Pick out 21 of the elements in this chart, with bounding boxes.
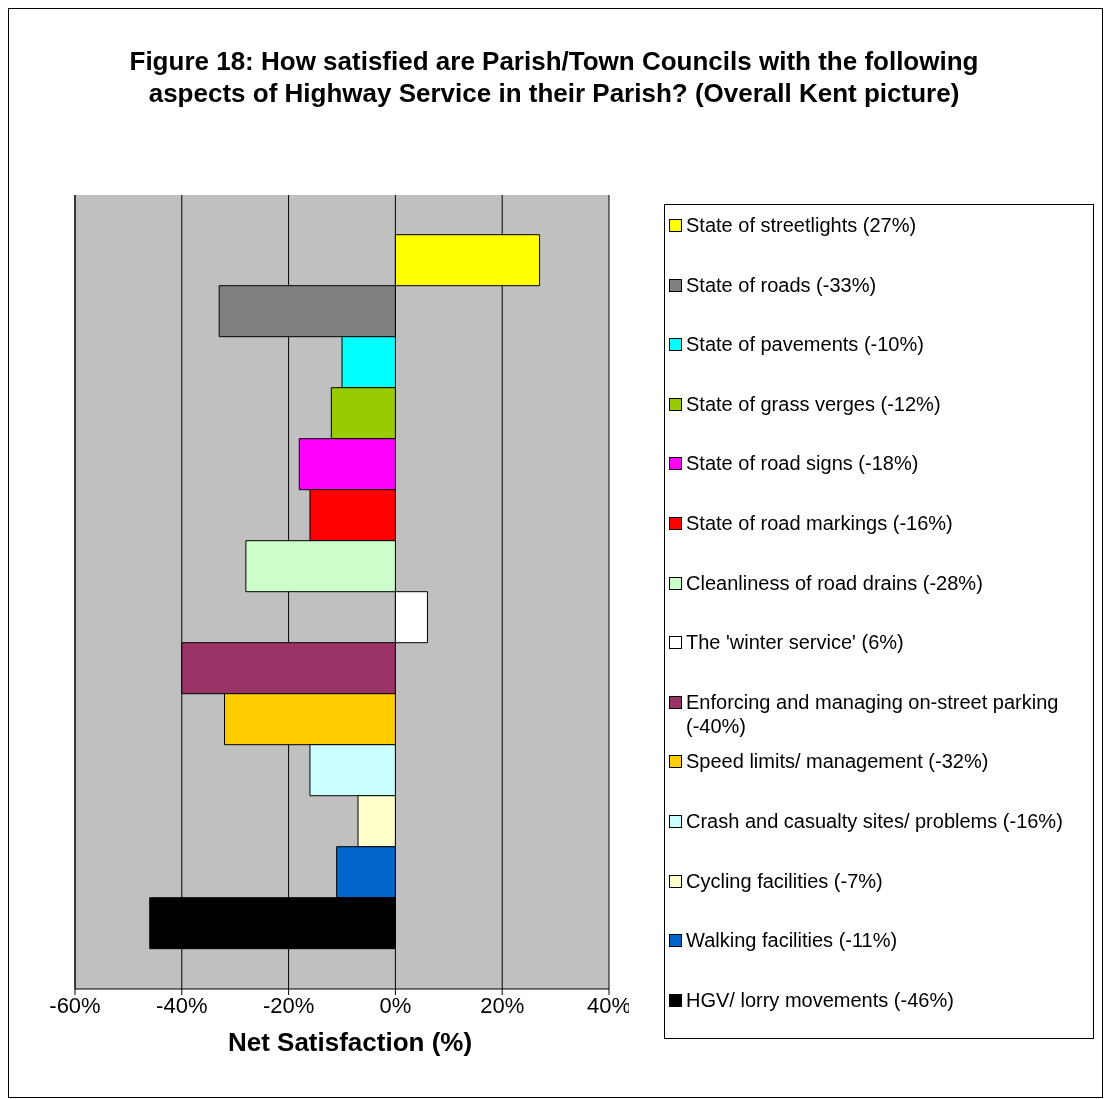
legend-label: State of pavements (-10%) — [686, 332, 924, 357]
x-tick-label: -40% — [156, 992, 208, 1018]
legend-label: State of road markings (-16%) — [686, 510, 953, 535]
legend-label: Walking facilities (-11%) — [686, 928, 898, 953]
legend-label: State of streetlights (27%) — [686, 213, 917, 237]
legend-label: State of grass verges (-12%) — [686, 391, 941, 416]
legend-label: State of roads (-33%) — [686, 272, 877, 297]
x-tick-label: 0% — [379, 992, 412, 1018]
x-tick-label: -20% — [262, 992, 315, 1018]
legend-label: Speed limits/ management (-32%) — [686, 749, 989, 774]
x-tick-label: -60% — [49, 992, 101, 1018]
chart-title: Figure 18: How satisfied are Parish/Town Councils with the following aspects of Highway Service in their Parish? (Overall Kent picture) — [128, 45, 980, 109]
legend-label: State of road signs (-18%) — [686, 451, 919, 476]
x-tick-label: 20% — [480, 992, 525, 1018]
legend-label: Crash and casualty sites/ problems (-16%) — [686, 808, 1063, 833]
legend-label: The 'winter service' (6%) — [686, 630, 904, 655]
legend-label: Cycling facilities (-7%) — [686, 868, 883, 893]
legend-label: Cleanliness of road drains (-28%) — [686, 570, 983, 595]
x-axis-title: Net Satisfaction (%) — [226, 1027, 474, 1058]
legend-label: HGV/ lorry movements (-46%) — [686, 987, 954, 1012]
legend-label: Enforcing and managing on-street parking (-40%) — [686, 689, 1060, 738]
